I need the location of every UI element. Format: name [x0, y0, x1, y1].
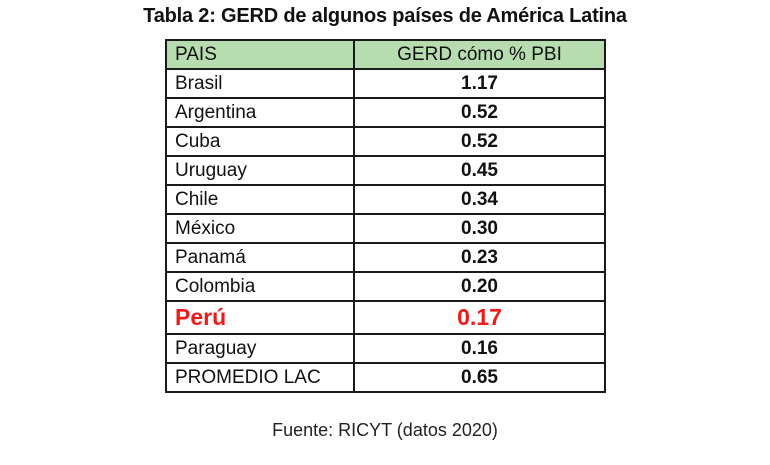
table-row: Brasil 1.17: [165, 68, 606, 99]
country-cell: Brasil: [165, 68, 355, 99]
table-row: Uruguay 0.45: [165, 155, 606, 186]
value-cell: 0.65: [353, 362, 606, 393]
country-cell: Uruguay: [165, 155, 355, 186]
value-cell: 0.52: [353, 126, 606, 157]
table-row: Colombia 0.20: [165, 271, 606, 302]
value-cell: 0.23: [353, 242, 606, 273]
value-cell: 0.20: [353, 271, 606, 302]
value-cell: 1.17: [353, 68, 606, 99]
column-header-gerd: GERD cómo % PBI: [353, 39, 606, 70]
country-cell: Colombia: [165, 271, 355, 302]
gerd-table: PAIS GERD cómo % PBI Brasil 1.17 Argenti…: [165, 39, 606, 393]
table-row: Paraguay 0.16: [165, 333, 606, 364]
table-row: México 0.30: [165, 213, 606, 244]
table-row: Argentina 0.52: [165, 97, 606, 128]
value-cell: 0.52: [353, 97, 606, 128]
table-row-average: PROMEDIO LAC 0.65: [165, 362, 606, 393]
value-cell: 0.17: [353, 300, 606, 335]
table-header-row: PAIS GERD cómo % PBI: [165, 39, 606, 70]
table-title: Tabla 2: GERD de algunos países de Améri…: [143, 5, 627, 27]
value-cell: 0.45: [353, 155, 606, 186]
source-caption: Fuente: RICYT (datos 2020): [272, 420, 498, 440]
country-cell: Panamá: [165, 242, 355, 273]
country-cell: PROMEDIO LAC: [165, 362, 355, 393]
country-cell: Chile: [165, 184, 355, 215]
country-cell: México: [165, 213, 355, 244]
value-cell: 0.34: [353, 184, 606, 215]
table-row: Chile 0.34: [165, 184, 606, 215]
table-row: Panamá 0.23: [165, 242, 606, 273]
value-cell: 0.30: [353, 213, 606, 244]
country-cell: Cuba: [165, 126, 355, 157]
country-cell: Perú: [165, 300, 355, 335]
country-cell: Paraguay: [165, 333, 355, 364]
value-cell: 0.16: [353, 333, 606, 364]
table-row-highlighted: Perú 0.17: [165, 300, 606, 335]
column-header-country: PAIS: [165, 39, 355, 70]
country-cell: Argentina: [165, 97, 355, 128]
table-row: Cuba 0.52: [165, 126, 606, 157]
